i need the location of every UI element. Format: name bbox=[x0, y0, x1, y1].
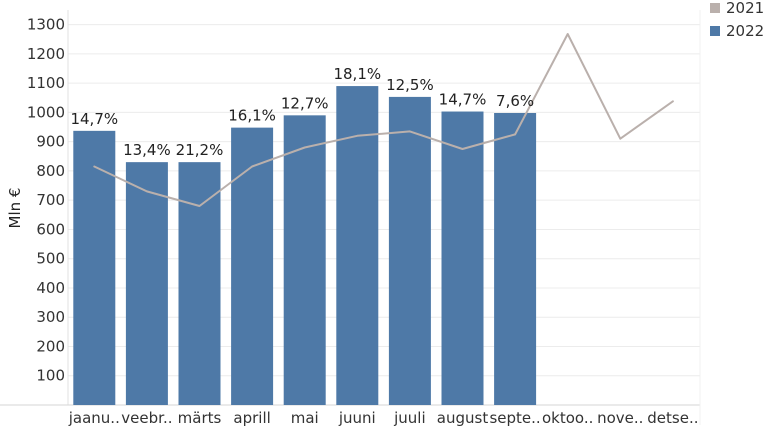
y-tick-label: 1200 bbox=[27, 45, 65, 63]
bar-data-label: 13,4% bbox=[123, 141, 171, 159]
bars bbox=[73, 86, 537, 406]
y-tick-label: 600 bbox=[36, 220, 65, 238]
bar-data-label: 16,1% bbox=[228, 107, 276, 125]
y-tick-label: 800 bbox=[36, 162, 65, 180]
x-tick-label: nove.. bbox=[597, 409, 643, 427]
y-tick-label: 200 bbox=[36, 337, 65, 355]
x-tick-label: detse.. bbox=[647, 409, 698, 427]
bar-2022 bbox=[441, 111, 484, 405]
bar-data-label: 18,1% bbox=[333, 65, 381, 83]
x-tick-label: august bbox=[437, 409, 489, 427]
bar-data-label: 21,2% bbox=[176, 141, 224, 159]
line-2021 bbox=[93, 33, 674, 207]
bar-data-label: 14,7% bbox=[70, 110, 118, 128]
bar-data-label: 7,6% bbox=[496, 92, 534, 110]
data-labels: 14,7% 13,4% 21,2%16,1% 12,7%18,1% 12,5% 14,7%… bbox=[70, 65, 534, 159]
y-axis-title: Mln € bbox=[6, 188, 24, 229]
x-tick-label: juuli bbox=[393, 409, 426, 427]
y-tick-label: 500 bbox=[36, 250, 65, 268]
y-tick-label: 400 bbox=[36, 279, 65, 297]
line-series bbox=[93, 33, 674, 207]
x-tick-label: veebr.. bbox=[121, 409, 172, 427]
bar-2022 bbox=[283, 115, 326, 405]
y-tick-label: 700 bbox=[36, 191, 65, 209]
y-tick-label: 1300 bbox=[27, 16, 65, 34]
x-tick-label: juuni bbox=[338, 409, 376, 427]
bar-data-label: 12,7% bbox=[281, 94, 329, 112]
bar-2022 bbox=[231, 127, 274, 405]
x-tick-label: märts bbox=[178, 409, 222, 427]
legend-label-2022: 2022 bbox=[726, 22, 764, 40]
legend: 2021 2022 bbox=[710, 0, 764, 40]
y-tick-label: 1100 bbox=[27, 74, 65, 92]
bar-data-label: 12,5% bbox=[386, 76, 434, 94]
legend-label-2021: 2021 bbox=[726, 0, 764, 17]
x-tick-label: jaanu.. bbox=[68, 409, 120, 427]
y-tick-label: 1000 bbox=[27, 103, 65, 121]
x-tick-label: aprill bbox=[233, 409, 270, 427]
x-tick-label: mai bbox=[291, 409, 319, 427]
y-tick-label: 100 bbox=[36, 367, 65, 385]
y-tick-label: 900 bbox=[36, 133, 65, 151]
bar-2022 bbox=[73, 130, 116, 405]
axes: 100 200 300 400 500 600 700 800 900 1000 1100 1200 1… bbox=[0, 10, 701, 427]
x-tick-label: septe.. bbox=[489, 409, 540, 427]
bar-data-label: 14,7% bbox=[439, 91, 487, 109]
bar-2022 bbox=[125, 162, 168, 405]
x-tick-label: oktoo.. bbox=[542, 409, 593, 427]
legend-swatch-2021 bbox=[710, 3, 720, 13]
bar-2022 bbox=[178, 162, 221, 405]
gridlines bbox=[68, 24, 700, 377]
bar-2022 bbox=[494, 112, 537, 406]
legend-swatch-2022 bbox=[710, 26, 720, 36]
y-tick-label: 300 bbox=[36, 308, 65, 326]
bar-2022 bbox=[388, 96, 431, 406]
